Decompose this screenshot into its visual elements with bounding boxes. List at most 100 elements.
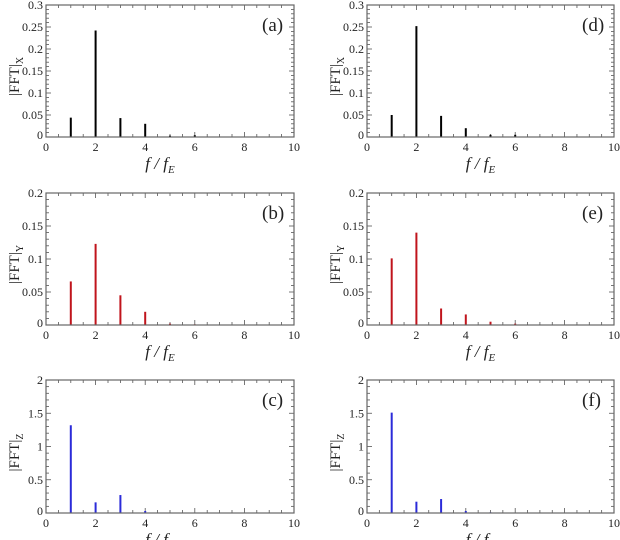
plot-frame	[45, 4, 295, 138]
x-tick-label: 6	[512, 516, 518, 530]
x-tick-label: 2	[93, 140, 99, 154]
x-tick-label: 6	[192, 328, 198, 342]
x-tick-label: 6	[512, 328, 518, 342]
y-tick-label: 0	[358, 316, 364, 330]
x-tick-label: 2	[413, 328, 419, 342]
y-tick-label: 0.25	[22, 20, 43, 34]
y-axis-label-subscript: Y	[15, 245, 26, 252]
y-tick-label: 0.05	[343, 285, 364, 299]
y-tick-label: 0.15	[22, 64, 43, 78]
x-axis-label: f / fE	[466, 342, 496, 364]
y-tick-label: 0.1	[349, 86, 364, 100]
y-axis-label: |FFT|Z	[328, 434, 347, 472]
x-tick-label: 0	[364, 328, 370, 342]
y-tick-label: 1.5	[28, 406, 43, 420]
x-tick-label: 6	[512, 140, 518, 154]
y-tick-label: 0	[37, 504, 43, 518]
x-axis-label: f / fE	[145, 342, 175, 364]
x-tick-label: 8	[241, 516, 247, 530]
y-tick-label: 2	[37, 373, 43, 387]
x-tick-label: 8	[241, 328, 247, 342]
y-tick-label: 0.05	[22, 108, 43, 122]
y-axis-label: |FFT|Y	[328, 245, 347, 284]
y-tick-label: 0	[358, 504, 364, 518]
y-tick-label: 0.3	[28, 0, 43, 12]
x-axis-label-subscript: E	[167, 164, 175, 176]
plot-frame	[366, 192, 615, 326]
x-tick-label: 0	[43, 140, 49, 154]
x-tick-label: 2	[413, 516, 419, 530]
y-tick-label: 0.1	[349, 252, 364, 266]
x-tick-label: 4	[142, 516, 148, 530]
y-tick-label: 0.5	[28, 473, 43, 487]
panel-e: 0 2 4 6 8 10 0 0.05 0.1 0.15 0.2 (e) |FFT|Y f / fE	[328, 186, 620, 364]
x-tick-label: 4	[463, 516, 469, 530]
y-tick-label: 0	[37, 316, 43, 330]
y-axis-label-subscript: Z	[336, 434, 347, 440]
y-axis-label: |FFT|X	[7, 56, 26, 96]
panel-f: 0 2 4 6 8 10 0 0.5 1 1.5 2 (f) |FFT|Z f / fE	[328, 373, 620, 540]
x-tick-label: 2	[413, 140, 419, 154]
x-axis-label: f / fE	[466, 154, 496, 176]
y-axis-label: |FFT|Z	[7, 434, 26, 472]
y-tick-label: 0	[358, 128, 364, 142]
x-tick-label: 0	[364, 140, 370, 154]
y-tick-label: 0	[37, 128, 43, 142]
x-tick-label: 8	[241, 140, 247, 154]
x-tick-label: 0	[43, 516, 49, 530]
y-tick-label: 0.25	[343, 20, 364, 34]
x-tick-label: 10	[608, 140, 620, 154]
y-tick-label: 0.15	[22, 219, 43, 233]
y-axis-label: |FFT|Y	[7, 245, 26, 284]
x-tick-label: 2	[93, 516, 99, 530]
y-tick-label: 0.2	[349, 42, 364, 56]
panel-label: (e)	[582, 203, 603, 224]
panel-label: (f)	[582, 390, 601, 411]
x-axis-label-subscript: E	[487, 352, 495, 364]
y-tick-label: 0.1	[28, 86, 43, 100]
x-tick-label: 10	[288, 516, 300, 530]
x-tick-label: 10	[608, 328, 620, 342]
y-axis-label-subscript: Y	[336, 245, 347, 252]
y-tick-label: 0.5	[349, 473, 364, 487]
panel-label: (a)	[262, 15, 283, 36]
x-tick-label: 0	[364, 516, 370, 530]
x-tick-label: 8	[562, 328, 568, 342]
x-tick-label: 8	[562, 516, 568, 530]
y-tick-label: 0.1	[28, 252, 43, 266]
panel-label: (d)	[582, 15, 604, 36]
panel-d: 0 2 4 6 8 10 0 0.05 0.1 0.15 0.2 0.25 0.3 (d) |FFT|X f …	[328, 0, 620, 176]
y-tick-label: 0.15	[343, 64, 364, 78]
panel-c: 0 2 4 6 8 10 0 0.5 1 1.5 2 (c) |FFT|Z f / fE	[7, 373, 300, 540]
x-axis-label: f / fE	[145, 530, 175, 540]
x-tick-label: 10	[608, 516, 620, 530]
x-tick-label: 10	[288, 328, 300, 342]
x-tick-label: 6	[192, 516, 198, 530]
x-tick-label: 4	[142, 328, 148, 342]
x-axis-label: f / fE	[145, 154, 175, 176]
x-tick-label: 10	[288, 140, 300, 154]
x-tick-label: 4	[463, 328, 469, 342]
plot-frame	[45, 379, 295, 514]
y-tick-label: 0.05	[343, 108, 364, 122]
y-axis-label: |FFT|X	[328, 56, 347, 96]
y-tick-label: 0.05	[22, 285, 43, 299]
x-axis-label: f / fE	[466, 530, 496, 540]
x-tick-label: 6	[192, 140, 198, 154]
plot-frame	[366, 4, 615, 138]
y-tick-label: 1	[37, 440, 43, 454]
y-tick-label: 1	[358, 440, 364, 454]
panel-label: (b)	[262, 203, 284, 224]
x-tick-label: 2	[93, 328, 99, 342]
y-axis-label-subscript: X	[15, 56, 26, 64]
y-tick-label: 0.2	[349, 186, 364, 200]
plot-frame	[366, 379, 615, 514]
y-axis-label-subscript: Z	[15, 434, 26, 440]
x-tick-label: 0	[43, 328, 49, 342]
x-axis-label-subscript: E	[487, 164, 495, 176]
y-tick-label: 0.15	[343, 219, 364, 233]
panel-a: 0 2 4 6 8 10 0 0.05 0.1 0.15 0.2 0.25 0.3 (a) |FFT|X f …	[7, 0, 300, 176]
x-tick-label: 4	[142, 140, 148, 154]
x-tick-label: 8	[562, 140, 568, 154]
